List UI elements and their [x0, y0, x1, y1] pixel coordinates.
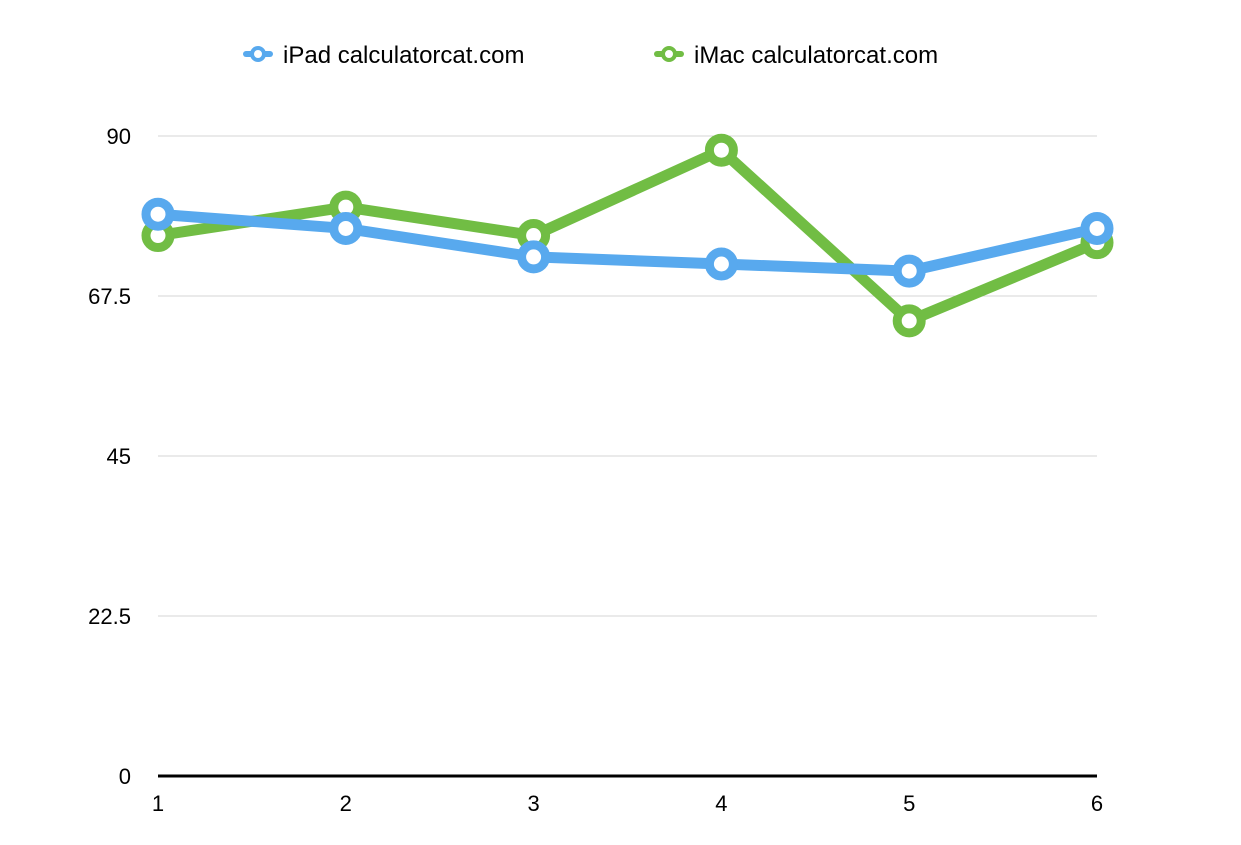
y-tick-label: 0: [119, 764, 131, 789]
x-axis-ticks: 1 2 3 4 5 6: [152, 791, 1103, 816]
x-tick-label: 1: [152, 791, 164, 816]
series-imac: [141, 133, 1114, 338]
y-tick-label: 22.5: [88, 604, 131, 629]
data-point-ipad: [141, 197, 175, 231]
series-line-imac: [152, 144, 1103, 327]
x-tick-label: 6: [1091, 791, 1103, 816]
x-tick-label: 5: [903, 791, 915, 816]
data-point-ipad: [1080, 211, 1114, 245]
series-ipad: [141, 197, 1114, 288]
y-axis-ticks: 0 22.5 45 67.5 90: [88, 124, 131, 789]
y-tick-label: 90: [107, 124, 131, 149]
series-layer: [141, 133, 1114, 338]
legend: iPad calculatorcat.com iMac calculatorca…: [243, 42, 938, 69]
series-line-ipad: [152, 208, 1103, 277]
y-tick-label: 67.5: [88, 284, 131, 309]
data-point-ipad: [892, 254, 926, 288]
data-point-imac: [704, 133, 738, 167]
data-point-ipad: [704, 247, 738, 281]
data-point-ipad: [517, 240, 551, 274]
legend-label-imac: iMac calculatorcat.com: [694, 42, 938, 69]
legend-item-ipad: iPad calculatorcat.com: [243, 42, 524, 69]
x-tick-label: 4: [715, 791, 727, 816]
legend-marker-ipad: [250, 46, 266, 62]
x-tick-label: 2: [340, 791, 352, 816]
legend-item-imac: iMac calculatorcat.com: [654, 42, 938, 69]
legend-label-ipad: iPad calculatorcat.com: [283, 42, 524, 69]
x-tick-label: 3: [527, 791, 539, 816]
gridlines: [158, 135, 1097, 617]
data-point-ipad: [329, 211, 363, 245]
data-point-imac: [892, 304, 926, 338]
y-tick-label: 45: [107, 444, 131, 469]
legend-marker-imac: [661, 46, 677, 62]
